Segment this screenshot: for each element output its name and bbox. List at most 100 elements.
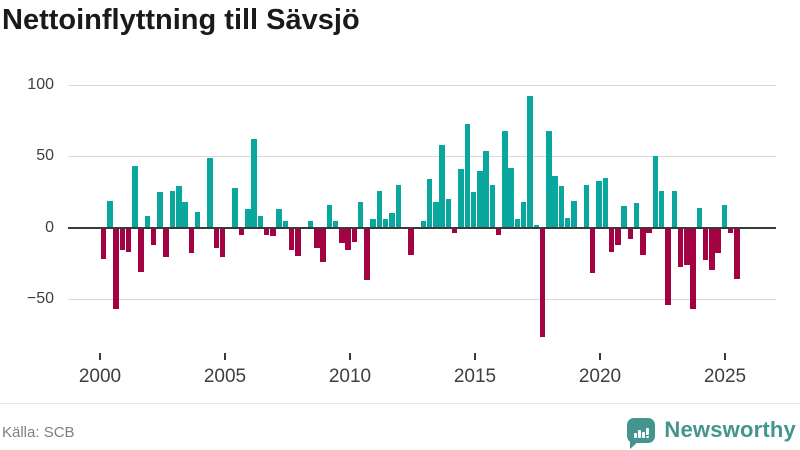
bar-2010Q4 — [370, 219, 376, 228]
bar-2017Q3 — [539, 227, 546, 338]
bar-2019Q2 — [583, 184, 590, 228]
x-axis-zero-line — [68, 226, 776, 229]
bar-2009Q2 — [332, 220, 339, 228]
bar-2011Q3 — [389, 213, 395, 228]
bar-2009Q4 — [345, 227, 351, 251]
bar-2024Q3 — [715, 227, 721, 254]
bar-2024Q1 — [702, 227, 709, 261]
bar-2003Q4 — [194, 211, 201, 228]
bar-2022Q2 — [658, 190, 665, 228]
bar-2023Q4 — [696, 207, 703, 228]
bar-2007Q2 — [282, 220, 289, 228]
bar-2015Q1 — [477, 170, 483, 228]
logo-exclamation-dot — [645, 435, 649, 438]
bar-2005Q2 — [232, 187, 238, 228]
logo-exclamation — [645, 427, 649, 438]
bar-2022Q3 — [665, 227, 671, 305]
bar-2006Q4 — [270, 227, 276, 237]
gridline-50 — [68, 156, 776, 158]
bar-2007Q1 — [276, 209, 282, 228]
bar-2001Q2 — [132, 166, 138, 228]
chart-title: Nettoinflyttning till Sävsjö — [2, 4, 360, 36]
bar-2010Q2 — [357, 201, 364, 228]
logo-bar-2 — [637, 429, 641, 438]
bar-2012Q4 — [420, 220, 427, 228]
x-axis-tick-2000 — [99, 353, 101, 360]
x-axis-label-2025: 2025 — [703, 366, 747, 387]
bar-2018Q2 — [558, 186, 565, 228]
bar-2017Q1 — [527, 96, 533, 228]
bar-2008Q3 — [314, 227, 320, 248]
bar-2018Q4 — [571, 200, 577, 228]
bar-2021Q1 — [627, 227, 634, 239]
bar-2015Q2 — [483, 150, 489, 228]
bar-2013Q2 — [433, 201, 439, 228]
bar-2005Q3 — [238, 227, 245, 235]
bar-2004Q3 — [213, 227, 220, 248]
bar-2014Q3 — [464, 123, 471, 228]
bar-2000Q4 — [119, 227, 126, 251]
bar-2020Q2 — [608, 227, 615, 252]
bar-2006Q3 — [263, 227, 270, 235]
bar-2001Q4 — [144, 216, 151, 228]
bar-2013Q4 — [445, 199, 452, 228]
bar-2011Q4 — [395, 184, 402, 228]
bar-2019Q3 — [589, 227, 596, 274]
y-axis-label-100: 100 — [27, 76, 54, 93]
bar-2009Q3 — [339, 227, 345, 244]
y-axis-label-50: 50 — [36, 147, 54, 165]
x-axis-label-2015: 2015 — [453, 366, 497, 387]
speech-bubble-tail — [630, 440, 640, 449]
logo-bar-3 — [641, 431, 645, 438]
newsworthy-bar-chart-bubble-icon — [627, 417, 656, 449]
bar-2018Q1 — [552, 176, 558, 228]
bar-2025Q2 — [734, 227, 740, 279]
bar-2011Q2 — [382, 219, 389, 228]
bar-2010Q3 — [364, 227, 370, 281]
bar-2001Q3 — [138, 227, 144, 272]
newsworthy-wordmark: Newsworthy — [664, 417, 796, 442]
bar-2003Q2 — [182, 201, 188, 228]
bar-2001Q1 — [125, 227, 132, 252]
bar-2022Q4 — [671, 190, 677, 228]
footer-divider — [0, 403, 800, 404]
x-axis-label-2010: 2010 — [328, 366, 372, 387]
bar-2024Q4 — [721, 204, 728, 228]
y-axis-label-−50: −50 — [26, 289, 54, 307]
bar-2009Q1 — [326, 204, 333, 228]
logo-exclamation-stem — [645, 427, 649, 435]
bar-2013Q3 — [439, 144, 445, 228]
bar-2013Q1 — [426, 179, 433, 228]
bar-2014Q2 — [458, 169, 464, 228]
x-axis-label-2005: 2005 — [203, 366, 247, 387]
bar-2015Q3 — [489, 184, 496, 228]
source-attribution: Källa: SCB — [2, 424, 75, 441]
bar-2000Q1 — [100, 227, 107, 259]
gridline--50 — [68, 298, 776, 300]
bar-2020Q1 — [602, 177, 608, 228]
y-axis-label-0: 0 — [45, 218, 54, 236]
bar-2006Q2 — [257, 216, 264, 228]
x-axis-tick-2020 — [599, 353, 601, 360]
bar-2018Q3 — [564, 217, 571, 228]
x-axis-label-2000: 2000 — [78, 366, 122, 387]
bar-2023Q3 — [690, 227, 696, 309]
bar-2021Q4 — [646, 227, 652, 234]
bar-2005Q4 — [245, 209, 251, 228]
bar-chart-plot-area: 100 50 0 −50 2000 2005 2010 2015 2020 2025 — [26, 76, 776, 387]
bar-2002Q3 — [163, 227, 169, 258]
bar-2016Q3 — [514, 219, 521, 228]
bar-2007Q4 — [295, 227, 301, 257]
bar-2004Q4 — [219, 227, 226, 258]
bar-2008Q4 — [320, 227, 326, 262]
bar-2006Q1 — [251, 139, 257, 228]
bar-2007Q3 — [288, 227, 295, 251]
bar-2011Q1 — [376, 190, 383, 228]
bar-2017Q4 — [546, 130, 552, 228]
logo-bar-1 — [633, 432, 637, 438]
bar-2008Q2 — [307, 220, 314, 228]
bar-2010Q1 — [351, 227, 358, 242]
bar-2021Q3 — [640, 227, 646, 255]
newsworthy-logo[interactable]: Newsworthy — [627, 413, 796, 449]
